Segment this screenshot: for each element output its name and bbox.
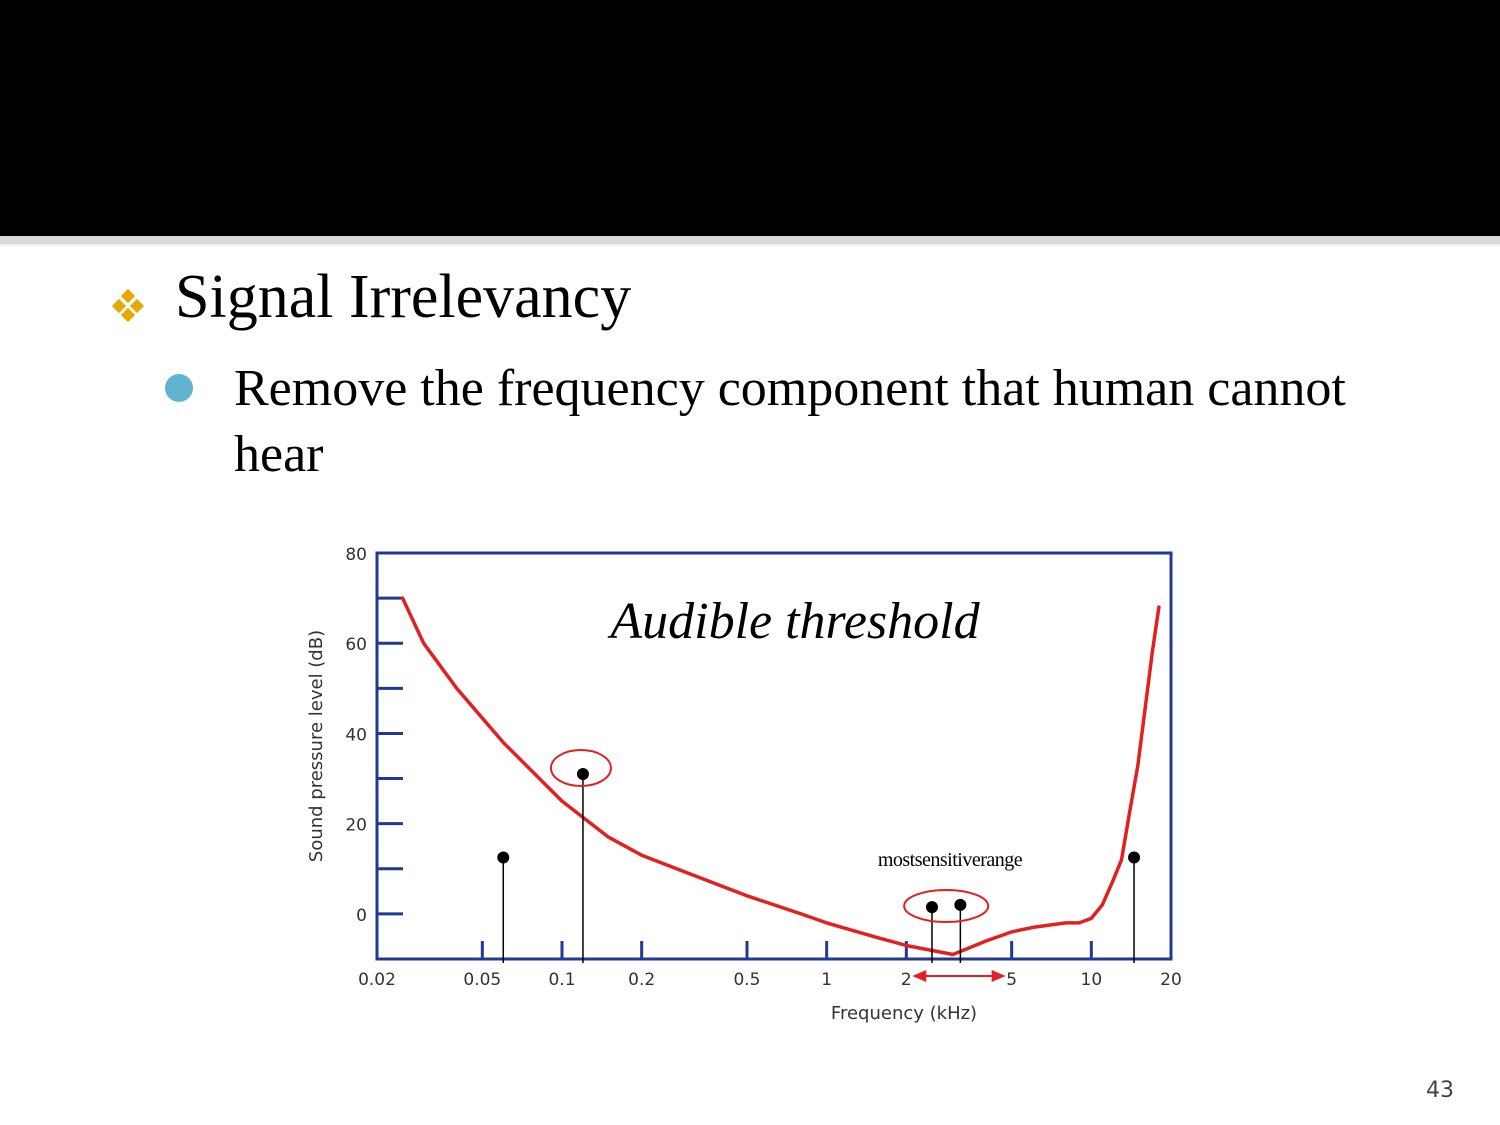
range-label: mostsensitiverange — [878, 849, 1023, 871]
diamond-bullet-icon — [111, 288, 145, 323]
marker-dot — [954, 898, 967, 911]
title-bar-divider — [0, 236, 1500, 244]
threshold-curve — [400, 596, 1161, 957]
circle-bullet-icon — [165, 374, 193, 402]
x-tick-label: 5 — [1006, 970, 1017, 990]
marker-dot — [497, 851, 510, 864]
x-tick-label: 0.1 — [548, 970, 575, 990]
plot-frame — [375, 551, 1173, 961]
x-tick-label: 10 — [1081, 970, 1103, 990]
highlight-circle — [549, 749, 612, 788]
y-tick-label: 80 — [345, 545, 367, 565]
x-tick-label: 0.05 — [463, 970, 501, 990]
slide-heading: Signal Irrelevancy — [175, 263, 632, 331]
title-bar — [0, 0, 1500, 236]
y-axis-label: Sound pressure level (dB) — [306, 630, 327, 862]
x-tick-label: 0.5 — [733, 970, 760, 990]
x-tick-label: 0.2 — [628, 970, 655, 990]
x-tick-label: 2 — [901, 970, 912, 990]
title-bar-divider-light — [0, 244, 1500, 246]
highlight-circle — [903, 888, 990, 923]
y-tick-label: 0 — [356, 906, 367, 926]
page-number: 43 — [1426, 1078, 1454, 1103]
chart-title: Audible threshold — [607, 593, 980, 650]
y-tick-label: 20 — [345, 816, 367, 836]
marker-dot — [576, 768, 589, 781]
range-arrow-head-right — [991, 970, 1006, 982]
y-tick-label: 60 — [345, 635, 367, 655]
x-tick-label: 20 — [1160, 970, 1182, 990]
bullet-text: Remove the frequency component that huma… — [234, 360, 1346, 483]
x-axis-label: Frequency (kHz) — [831, 1003, 977, 1024]
x-tick-label: 1 — [821, 970, 832, 990]
marker-dot — [925, 901, 938, 914]
y-tick-label: 40 — [345, 725, 367, 745]
x-tick-label: 0.02 — [358, 970, 396, 990]
marker-dot — [1128, 851, 1141, 864]
range-arrow-head-left — [912, 970, 927, 982]
audible-threshold-chart: 80 60 40 20 0 0.02 0.05 0.1 0.2 0.5 1 2 5 10 20 Frequen… — [306, 545, 1182, 1024]
